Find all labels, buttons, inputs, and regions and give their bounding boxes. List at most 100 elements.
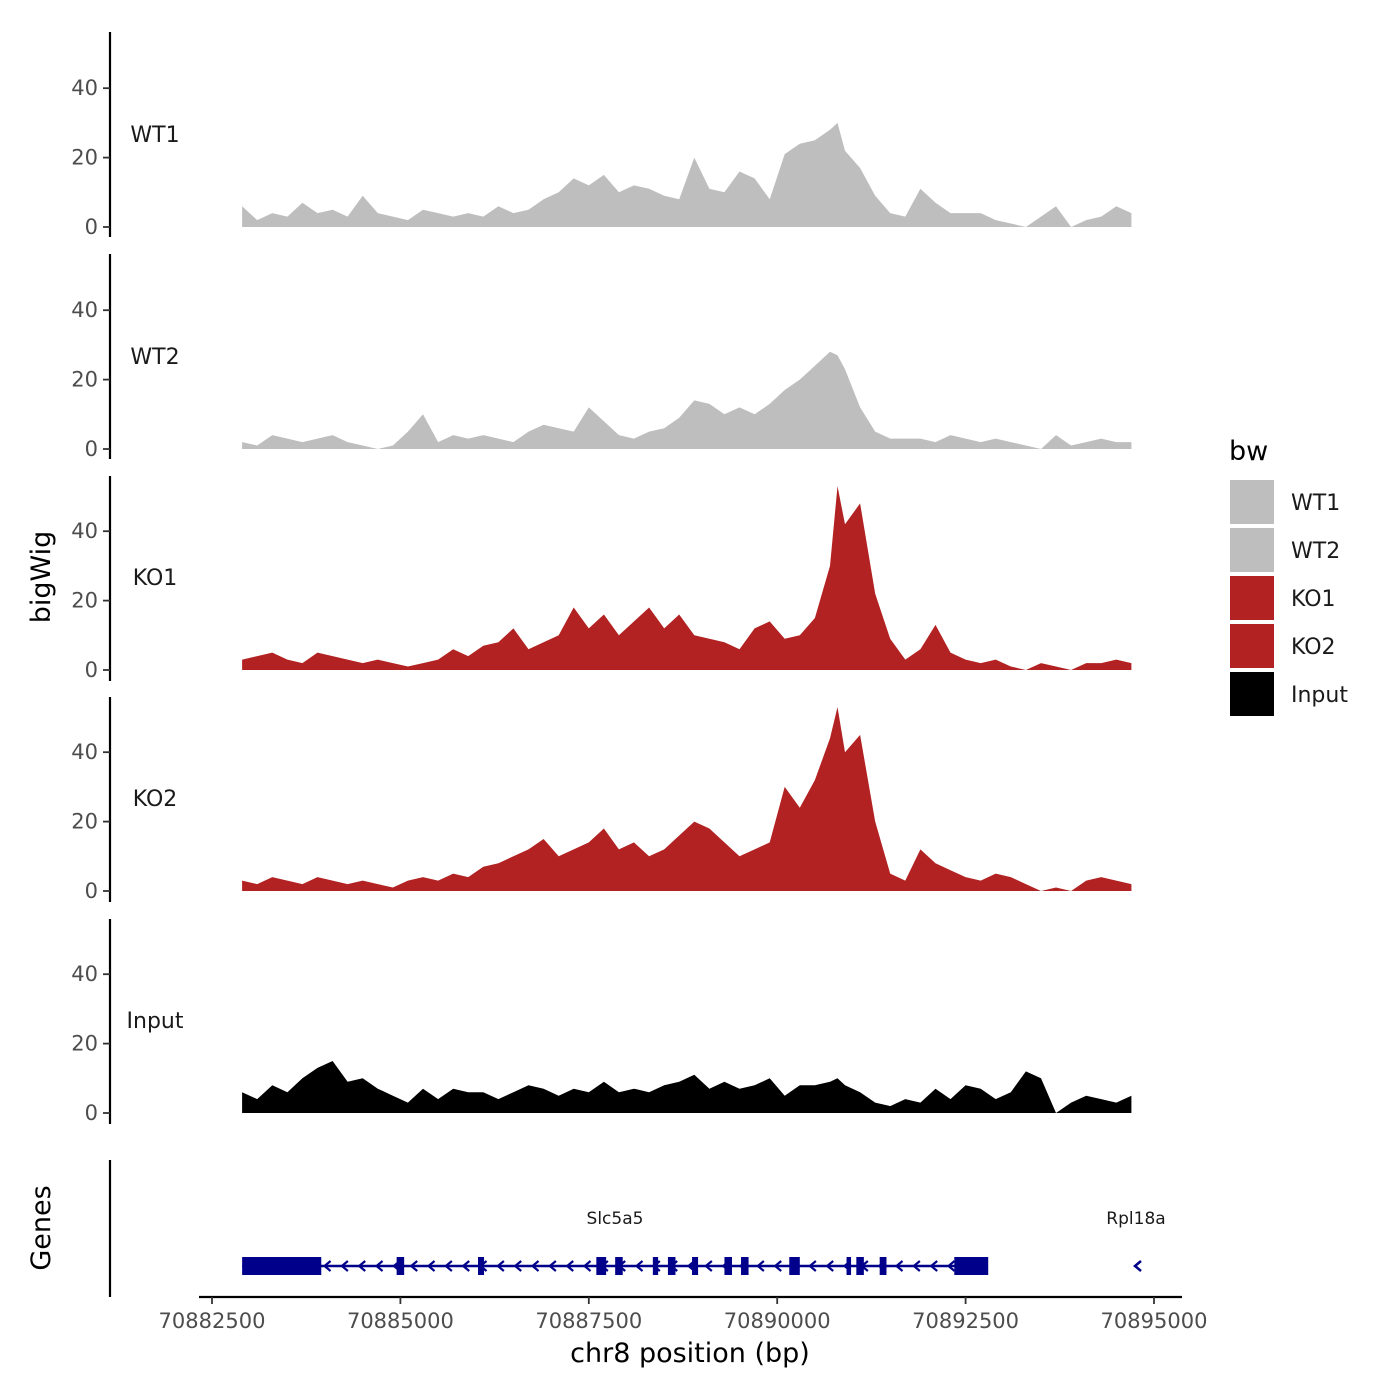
legend-label: WT2 bbox=[1291, 539, 1340, 564]
strand-arrow bbox=[1133, 1260, 1142, 1272]
exon bbox=[396, 1257, 405, 1275]
strand-arrow bbox=[530, 1260, 540, 1272]
track-label: Input bbox=[127, 1009, 184, 1034]
gene-track: Slc5a5 Rpl18a bbox=[108, 1160, 1166, 1297]
track-label: KO1 bbox=[133, 566, 178, 591]
legend-title: bw bbox=[1229, 436, 1268, 467]
legend: bw WT1 WT2 KO1 KO2 Input bbox=[1229, 436, 1348, 716]
track-ko2: 0 20 40 KO2 bbox=[71, 697, 1132, 903]
strand-arrow bbox=[946, 1260, 956, 1272]
y-tick-label: 40 bbox=[71, 962, 98, 986]
exon bbox=[724, 1257, 732, 1275]
x-tick-label: 70882500 bbox=[159, 1309, 266, 1333]
y-tick-label: 40 bbox=[71, 740, 98, 764]
y-tick-label: 40 bbox=[71, 76, 98, 100]
genes-axis-title: Genes bbox=[26, 1185, 57, 1270]
coverage-area-ko1 bbox=[242, 486, 1132, 670]
gene-label: Slc5a5 bbox=[587, 1209, 644, 1229]
strand-arrow bbox=[374, 1260, 384, 1272]
y-tick-label: 0 bbox=[85, 1101, 98, 1125]
exon bbox=[879, 1257, 887, 1275]
strand-arrow bbox=[912, 1260, 921, 1272]
y-tick-label: 0 bbox=[85, 879, 98, 903]
y-tick-label: 0 bbox=[85, 658, 98, 682]
strand-arrow bbox=[808, 1260, 817, 1272]
strand-arrow bbox=[357, 1260, 366, 1272]
legend-label: WT1 bbox=[1291, 491, 1340, 516]
track-label: KO2 bbox=[133, 787, 178, 812]
x-tick-label: 70885000 bbox=[347, 1309, 454, 1333]
y-tick-label: 40 bbox=[71, 298, 98, 322]
y-axis-title: bigWig bbox=[26, 531, 57, 624]
track-wt1: 0 20 40 WT1 bbox=[71, 32, 1132, 239]
coverage-area-wt2 bbox=[242, 351, 1132, 449]
track-wt2: 0 20 40 WT2 bbox=[71, 254, 1132, 461]
gene-label: Rpl18a bbox=[1106, 1209, 1165, 1229]
strand-arrow bbox=[565, 1260, 574, 1272]
legend-swatch bbox=[1230, 528, 1274, 572]
tracks: 0 20 40 WT1 0 20 40 WT2 0 20 40 KO1 0 20 40 KO2 0 20 40 Inp… bbox=[71, 32, 1132, 1125]
gene-rpl18a: Rpl18a bbox=[1106, 1209, 1166, 1272]
strand-arrow bbox=[773, 1260, 782, 1272]
exon bbox=[789, 1257, 800, 1275]
y-tick-label: 20 bbox=[71, 589, 98, 613]
strand-arrow bbox=[322, 1260, 332, 1272]
strand-arrow bbox=[496, 1260, 505, 1272]
strand-arrow bbox=[340, 1260, 349, 1272]
y-tick-label: 20 bbox=[71, 368, 98, 392]
strand-arrow bbox=[582, 1260, 592, 1272]
exon bbox=[846, 1257, 852, 1275]
strand-arrow bbox=[756, 1260, 765, 1272]
y-tick-label: 20 bbox=[71, 1032, 98, 1056]
exon bbox=[954, 1257, 989, 1275]
strand-arrow bbox=[704, 1260, 713, 1272]
x-tick-label: 70890000 bbox=[724, 1309, 831, 1333]
y-tick-label: 20 bbox=[71, 810, 98, 834]
legend-swatch bbox=[1230, 672, 1274, 716]
track-label: WT2 bbox=[130, 345, 179, 370]
x-axis-title: chr8 position (bp) bbox=[570, 1338, 810, 1369]
strand-arrow bbox=[444, 1260, 453, 1272]
strand-arrow bbox=[929, 1260, 938, 1272]
strand-arrow bbox=[513, 1260, 522, 1272]
exon bbox=[692, 1257, 699, 1275]
legend-label: KO1 bbox=[1291, 587, 1336, 612]
legend-swatch bbox=[1230, 576, 1274, 620]
coverage-area-wt1 bbox=[242, 122, 1132, 227]
strand-arrow bbox=[461, 1260, 470, 1272]
legend-swatch bbox=[1230, 624, 1274, 668]
gene-slc5a5: Slc5a5 bbox=[242, 1209, 989, 1275]
track-label: WT1 bbox=[130, 123, 179, 148]
legend-label: Input bbox=[1291, 683, 1348, 708]
y-tick-label: 0 bbox=[85, 437, 98, 461]
exon bbox=[242, 1257, 322, 1275]
exon bbox=[741, 1257, 749, 1275]
strand-arrow bbox=[894, 1260, 904, 1272]
y-tick-label: 40 bbox=[71, 519, 98, 543]
legend-item-ko1: KO1 bbox=[1230, 576, 1336, 620]
y-tick-label: 20 bbox=[71, 146, 98, 170]
exon bbox=[596, 1257, 607, 1275]
legend-label: KO2 bbox=[1291, 635, 1336, 660]
legend-item-ko2: KO2 bbox=[1230, 624, 1336, 668]
legend-item-wt1: WT1 bbox=[1230, 480, 1340, 524]
track-ko1: 0 20 40 KO1 bbox=[71, 476, 1132, 682]
x-tick-label: 70887500 bbox=[535, 1309, 642, 1333]
exon bbox=[652, 1257, 659, 1275]
strand-arrow bbox=[825, 1260, 834, 1272]
strand-arrow bbox=[548, 1260, 557, 1272]
x-tick-label: 70892500 bbox=[912, 1309, 1019, 1333]
y-tick-label: 0 bbox=[85, 215, 98, 239]
x-tick-label: 70895000 bbox=[1101, 1309, 1208, 1333]
legend-item-input: Input bbox=[1230, 672, 1348, 716]
exon bbox=[615, 1257, 623, 1275]
legend-swatch bbox=[1230, 480, 1274, 524]
coverage-area-ko2 bbox=[242, 707, 1132, 891]
exon bbox=[856, 1257, 864, 1275]
track-input: 0 20 40 Input bbox=[71, 919, 1132, 1125]
strand-arrow bbox=[426, 1260, 436, 1272]
exon bbox=[478, 1257, 485, 1275]
strand-arrow bbox=[409, 1260, 418, 1272]
legend-item-wt2: WT2 bbox=[1230, 528, 1340, 572]
